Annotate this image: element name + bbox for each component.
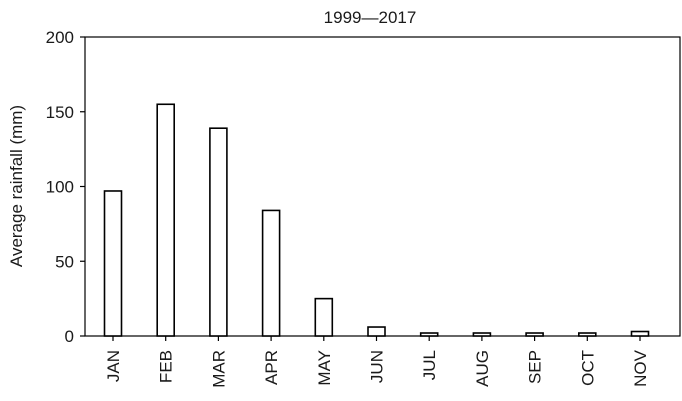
y-tick-label: 150	[46, 103, 74, 122]
y-tick-label: 50	[55, 252, 74, 271]
bar-series	[103, 103, 650, 337]
x-tick-label-may: MAY	[315, 350, 334, 386]
x-tick-label-jun: JUN	[368, 350, 387, 383]
bar-jan	[103, 190, 123, 337]
bar-oct	[577, 332, 597, 337]
x-tick-label-jul: JUL	[420, 350, 439, 380]
y-tick-label: 200	[46, 28, 74, 47]
bar-aug	[472, 332, 492, 337]
bar-apr	[261, 209, 281, 337]
x-tick-label-aug: AUG	[473, 350, 492, 387]
bar-jun	[367, 326, 386, 337]
x-axis: JANFEBMARAPRMAYJUNJULAUGSEPOCTNOVDEC	[104, 336, 650, 388]
x-tick-label-mar: MAR	[209, 350, 228, 388]
bar-nov	[630, 330, 650, 337]
x-tick-label-apr: APR	[262, 350, 281, 385]
bar-sep	[525, 332, 544, 337]
y-axis: 0 50 100 150 200	[46, 28, 85, 346]
bar-feb	[156, 103, 175, 337]
x-tick-label-jan: JAN	[104, 350, 123, 382]
y-tick-label: 100	[46, 178, 74, 197]
bar-mar	[209, 127, 228, 337]
bar-may	[314, 297, 334, 337]
x-tick-label-nov: NOV	[631, 349, 650, 387]
x-tick-label-sep: SEP	[526, 350, 545, 384]
chart-title: 1999—2017	[324, 8, 417, 27]
x-tick-label-feb: FEB	[157, 350, 176, 383]
bar-jul	[419, 332, 439, 337]
y-tick-label: 0	[65, 327, 74, 346]
y-axis-label: Average rainfall (mm)	[7, 105, 26, 267]
x-tick-label-oct: OCT	[578, 350, 597, 386]
